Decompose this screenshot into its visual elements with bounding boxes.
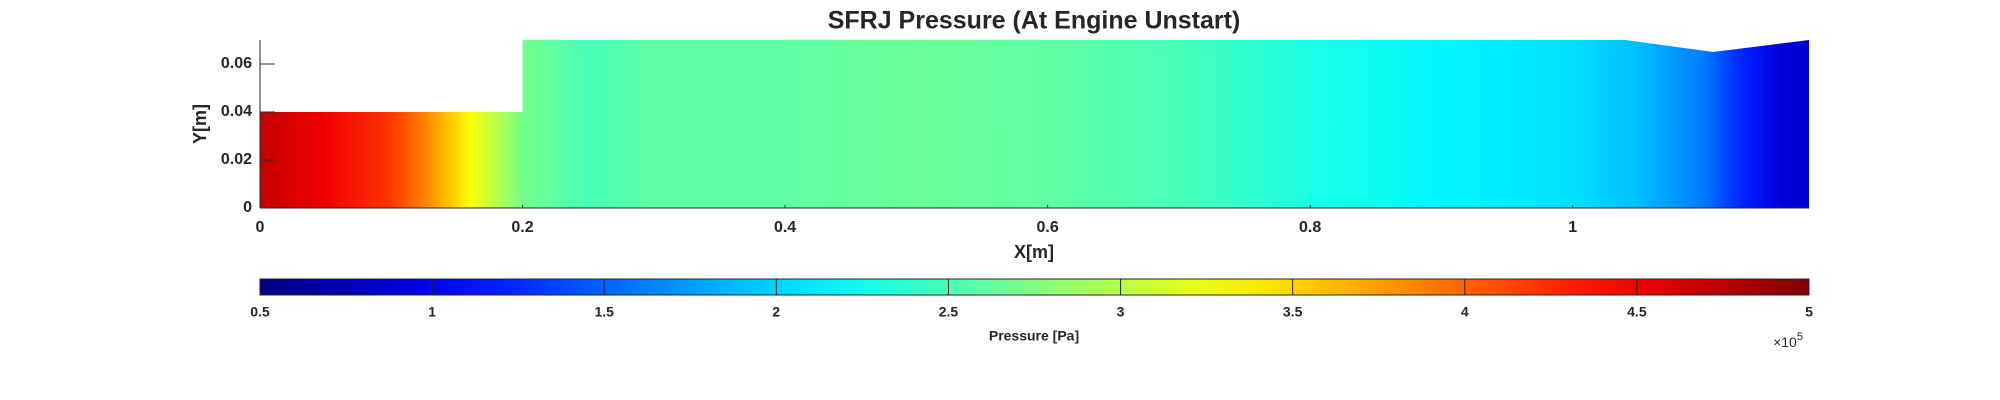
x-axis-label: X[m] bbox=[1014, 242, 1054, 262]
pressure-segment bbox=[469, 40, 497, 208]
y-tick-label: 0.04 bbox=[221, 103, 252, 120]
colorbar-tick-label: 4 bbox=[1461, 304, 1469, 320]
colorbar-tick-label: 2 bbox=[772, 304, 780, 320]
x-tick-label: 0.2 bbox=[511, 219, 533, 236]
pressure-segment bbox=[653, 40, 786, 208]
pressure-segment bbox=[587, 40, 655, 208]
colorbar-tick-label: 5 bbox=[1805, 304, 1813, 320]
multiplier-exponent: 5 bbox=[1797, 331, 1803, 343]
pressure-segment bbox=[522, 40, 589, 208]
pressure-segment bbox=[1782, 40, 1809, 208]
pressure-segment bbox=[1703, 40, 1744, 208]
pressure-segment bbox=[325, 40, 392, 208]
colorbar-tick-label: 2.5 bbox=[939, 304, 959, 320]
colorbar-multiplier: ×105 bbox=[1773, 331, 1803, 350]
colorbar-tick-label: 1 bbox=[428, 304, 436, 320]
colorbar bbox=[259, 278, 1810, 296]
field bbox=[260, 40, 1809, 208]
x-tick-label: 0.6 bbox=[1037, 219, 1059, 236]
pressure-segment bbox=[1742, 40, 1784, 208]
x-tick-label: 0 bbox=[256, 219, 265, 236]
colorbar-label: Pressure [Pa] bbox=[989, 328, 1079, 344]
pressure-segment bbox=[430, 40, 471, 208]
pressure-segment bbox=[784, 40, 917, 208]
pressure-segment bbox=[1440, 40, 1574, 208]
x-tick-label: 0.8 bbox=[1299, 219, 1321, 236]
colorbar-tick-label: 3.5 bbox=[1283, 304, 1303, 320]
colorbar-tick-label: 4.5 bbox=[1627, 304, 1647, 320]
colorbar-tick-label: 0.5 bbox=[250, 304, 270, 320]
pressure-segment bbox=[1309, 40, 1442, 208]
y-tick-label: 0.06 bbox=[221, 55, 252, 72]
pressure-segment bbox=[495, 40, 524, 208]
colorbar-tick-label: 3 bbox=[1117, 304, 1125, 320]
chart-title: SFRJ Pressure (At Engine Unstart) bbox=[828, 7, 1241, 35]
x-tick-label: 0.4 bbox=[774, 219, 796, 236]
y-tick-label: 0.02 bbox=[221, 151, 252, 168]
multiplier-base: ×10 bbox=[1773, 334, 1797, 350]
pressure-segment bbox=[1047, 40, 1180, 208]
pressure-segment bbox=[390, 40, 432, 208]
pressure-segment bbox=[915, 40, 1049, 208]
pressure-segment bbox=[1178, 40, 1311, 208]
colorbar-tick-label: 1.5 bbox=[594, 304, 614, 320]
y-axis-label: Y[m] bbox=[190, 104, 210, 144]
y-tick-label: 0 bbox=[243, 199, 252, 216]
x-tick-label: 1 bbox=[1568, 219, 1577, 236]
pressure-segment bbox=[1637, 40, 1705, 208]
pressure-segment bbox=[260, 40, 327, 208]
pressure-segment bbox=[1572, 40, 1639, 208]
